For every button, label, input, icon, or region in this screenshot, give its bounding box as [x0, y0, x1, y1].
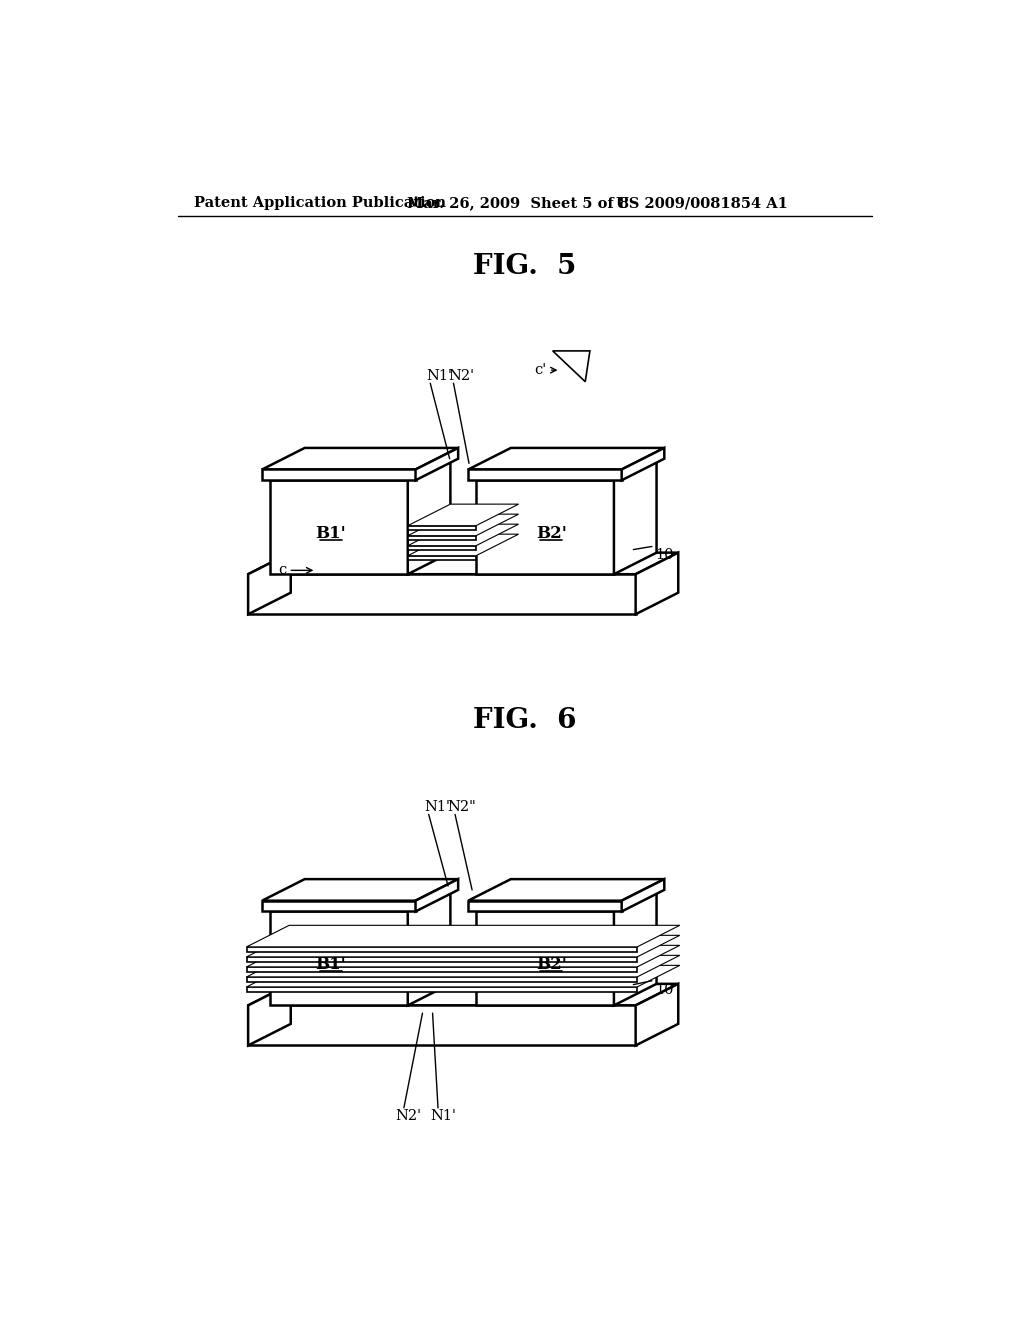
Text: FIG.  6: FIG. 6 [473, 708, 577, 734]
Text: B2': B2' [536, 956, 566, 973]
Polygon shape [247, 956, 680, 977]
Polygon shape [247, 936, 680, 957]
Polygon shape [636, 553, 678, 614]
Polygon shape [614, 459, 656, 574]
Polygon shape [270, 459, 451, 480]
Polygon shape [248, 1006, 636, 1045]
Text: N1": N1" [424, 800, 453, 814]
Polygon shape [270, 480, 408, 574]
Text: US 2009/0081854 A1: US 2009/0081854 A1 [616, 197, 788, 210]
Polygon shape [247, 957, 637, 961]
Polygon shape [247, 965, 680, 987]
Polygon shape [270, 911, 408, 1006]
Polygon shape [408, 535, 518, 556]
Polygon shape [553, 351, 590, 381]
Polygon shape [408, 504, 518, 525]
Polygon shape [476, 890, 656, 911]
Polygon shape [468, 900, 622, 911]
Polygon shape [248, 983, 678, 1006]
Polygon shape [248, 553, 678, 574]
Text: c: c [279, 564, 287, 577]
Polygon shape [636, 983, 678, 1045]
Polygon shape [262, 470, 416, 480]
Polygon shape [622, 447, 665, 480]
Polygon shape [416, 879, 458, 911]
Polygon shape [408, 515, 518, 536]
Polygon shape [248, 983, 291, 1045]
Text: B1': B1' [315, 956, 346, 973]
Polygon shape [247, 945, 680, 966]
Polygon shape [476, 480, 614, 574]
Text: FIG.  5: FIG. 5 [473, 252, 577, 280]
Polygon shape [262, 879, 458, 900]
Polygon shape [468, 879, 665, 900]
Polygon shape [416, 447, 458, 480]
Polygon shape [468, 447, 665, 470]
Text: B1': B1' [315, 525, 346, 543]
Polygon shape [408, 556, 476, 560]
Polygon shape [476, 911, 614, 1006]
Text: 10: 10 [655, 983, 674, 997]
Polygon shape [262, 447, 458, 470]
Text: c': c' [535, 363, 547, 378]
Polygon shape [408, 545, 476, 550]
Polygon shape [248, 553, 291, 614]
Polygon shape [408, 524, 518, 545]
Text: B2': B2' [536, 525, 566, 543]
Polygon shape [247, 987, 637, 991]
Polygon shape [408, 890, 451, 1006]
Polygon shape [408, 459, 451, 574]
Polygon shape [247, 925, 680, 946]
Polygon shape [270, 890, 451, 911]
Polygon shape [622, 879, 665, 911]
Text: N2': N2' [395, 1109, 422, 1123]
Polygon shape [468, 470, 622, 480]
Polygon shape [247, 966, 637, 972]
Polygon shape [248, 574, 636, 614]
Polygon shape [247, 977, 637, 982]
Polygon shape [614, 890, 656, 1006]
Text: N1': N1' [426, 370, 453, 383]
Polygon shape [262, 900, 416, 911]
Polygon shape [476, 459, 656, 480]
Polygon shape [408, 525, 476, 531]
Text: 10: 10 [655, 548, 674, 562]
Text: N2": N2" [447, 800, 476, 814]
Text: N1': N1' [430, 1109, 457, 1123]
Text: N2': N2' [449, 370, 474, 383]
Polygon shape [247, 946, 637, 952]
Text: Mar. 26, 2009  Sheet 5 of 8: Mar. 26, 2009 Sheet 5 of 8 [407, 197, 629, 210]
Polygon shape [408, 536, 476, 540]
Text: Patent Application Publication: Patent Application Publication [194, 197, 445, 210]
